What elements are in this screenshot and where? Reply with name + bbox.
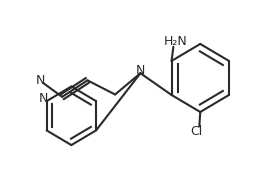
Text: N: N <box>136 64 145 77</box>
Text: N: N <box>36 74 45 87</box>
Text: Cl: Cl <box>190 125 203 138</box>
Text: N: N <box>38 92 48 105</box>
Text: H₂N: H₂N <box>163 35 187 48</box>
